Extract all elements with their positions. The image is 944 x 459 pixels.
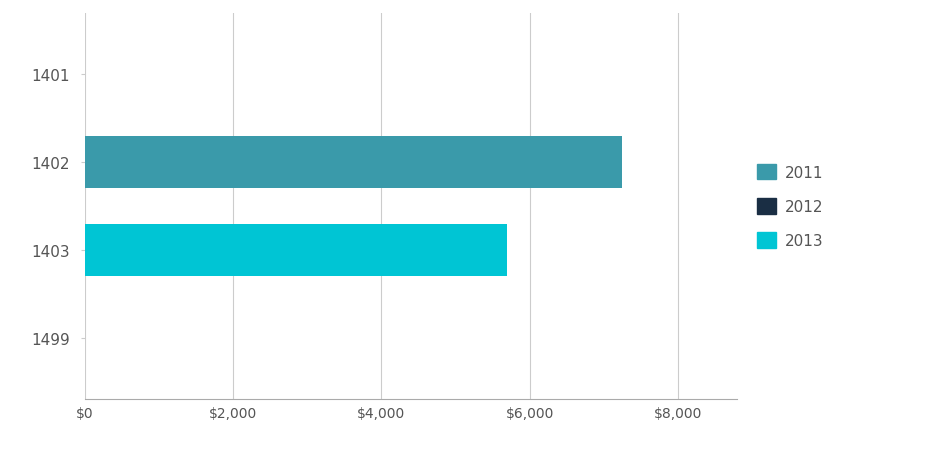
Legend: 2011, 2012, 2013: 2011, 2012, 2013 [750,158,829,255]
Bar [85,224,507,277]
Bar [85,136,621,189]
